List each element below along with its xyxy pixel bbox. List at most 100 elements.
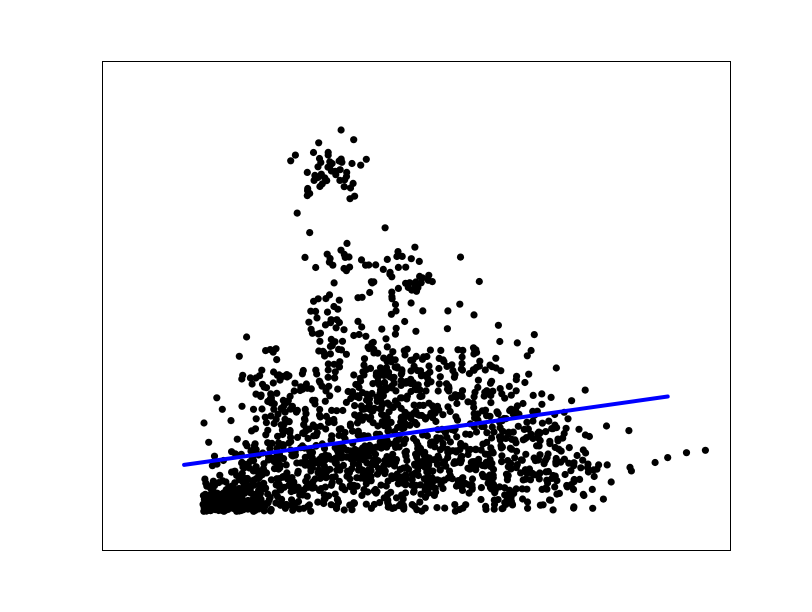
scatter-point [367,278,375,286]
scatter-point [422,476,430,484]
scatter-point [279,442,287,450]
scatter-point [449,367,457,375]
scatter-point [312,366,320,374]
scatter-point [436,466,444,474]
scatter-point [512,485,520,493]
scatter-point [328,159,336,168]
scatter-point [270,465,279,473]
scatter-point [370,487,378,495]
scatter-point [330,360,338,368]
scatter-point [391,397,399,405]
scatter-point [340,250,348,258]
scatter-point [488,377,496,385]
scatter-point [324,373,332,381]
scatter-point [324,366,332,374]
scatter-point [525,370,533,378]
scatter-point [439,484,447,493]
scatter-point [303,492,311,500]
scatter-point [453,433,461,441]
scatter-point [512,376,520,384]
scatter-point [442,380,451,388]
scatter-point [490,428,498,436]
scatter-point [477,495,485,504]
scatter-point [309,148,318,157]
scatter-point [365,345,373,353]
scatter-point [579,446,587,454]
scatter-point [519,495,527,503]
scatter-point [462,501,470,509]
scatter-point [362,261,370,269]
scatter-point [490,505,498,513]
scatter-point [451,501,459,509]
scatter-point [664,454,672,462]
scatter-point [213,502,221,510]
scatter-point [396,465,404,473]
scatter-point [326,254,334,263]
scatter-point [325,291,334,299]
scatter-point [269,379,277,387]
scatter-point [386,373,394,381]
scatter-point [538,390,546,398]
scatter-point [401,351,409,359]
scatter-point [470,311,478,319]
scatter-point [425,461,433,469]
scatter-point [307,385,315,393]
scatter-point [211,494,219,502]
scatter-point [441,504,449,512]
scatter-point [380,354,388,362]
scatter-point [327,481,335,489]
scatter-point [513,339,521,347]
scatter-point [250,442,259,450]
scatter-point [528,469,537,477]
scatter-point [486,412,494,420]
scatter-point [415,401,424,409]
scatter-point [407,255,415,263]
scatter-point [232,505,240,513]
scatter-point [306,229,314,237]
scatter-point [380,411,388,420]
scatter-point [533,442,541,450]
scatter-point [454,346,462,354]
scatter-point [410,362,418,370]
scatter-point [535,475,543,483]
scatter-point [326,350,334,358]
scatter-point [414,449,422,457]
scatter-point [450,373,458,381]
scatter-point [439,459,447,468]
scatter-point [379,265,387,273]
scatter-point [335,296,343,304]
scatter-point [497,441,505,450]
scatter-point [273,356,281,364]
scatter-point [335,345,343,353]
scatter-point [524,425,533,433]
scatter-point [387,418,395,426]
scatter-point [338,454,346,462]
scatter-point [383,343,391,351]
scatter-point [508,435,516,443]
scatter-point [399,501,407,509]
scatter-point [435,380,443,388]
scatter-point [276,485,284,493]
scatter-point [408,501,416,509]
scatter-point [565,459,573,467]
scatter-point [377,481,385,489]
scatter-point [403,395,411,403]
scatter-point [258,366,266,374]
scatter-point [588,485,596,493]
scatter-point [337,155,345,163]
scatter-point [563,483,571,491]
scatter-point [267,505,275,514]
scatter-point [346,184,355,192]
scatter-point [314,330,322,338]
scatter-point [701,446,710,454]
scatter-point [335,431,343,439]
scatter-point [246,374,254,382]
scatter-point [367,472,375,480]
scatter-point [554,437,562,445]
scatter-point [470,393,478,401]
scatter-point [496,337,504,346]
scatter-point [322,387,330,395]
scatter-point [235,484,243,493]
scatter-point [452,393,460,401]
scatter-point [383,255,391,263]
